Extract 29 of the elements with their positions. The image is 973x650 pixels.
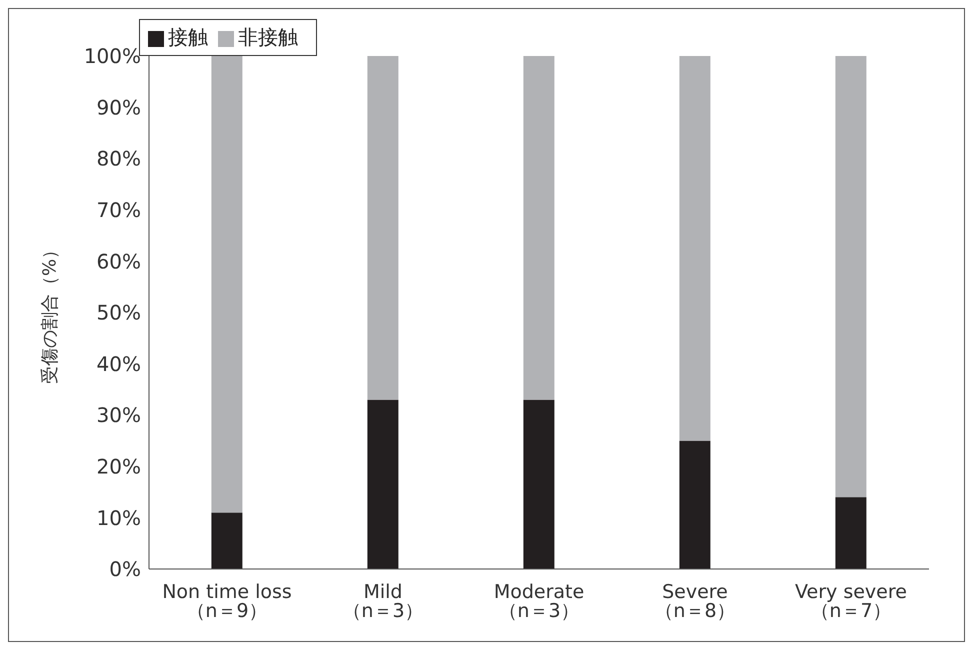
bar	[523, 56, 554, 400]
y-tick-label: 100%	[84, 44, 141, 68]
x-tick-label: Very severe （n＝7）	[795, 581, 907, 622]
legend-label: 非接触	[238, 25, 298, 49]
x-tick-label: Severe （n＝8）	[654, 581, 736, 622]
y-tick-label: 60%	[96, 249, 141, 274]
y-axis-title: 受傷の割合（%）	[39, 240, 60, 384]
y-tick-label: 70%	[96, 198, 141, 222]
bar	[523, 400, 554, 569]
bar	[211, 512, 242, 569]
legend-label: 接触	[168, 25, 208, 49]
bar	[367, 56, 398, 400]
y-tick-label: 90%	[96, 95, 141, 120]
y-tick-label: 20%	[96, 454, 141, 478]
x-tick-label: Non time loss （n＝9）	[162, 581, 292, 622]
y-tick-label: 50%	[96, 300, 141, 325]
y-tick-label: 40%	[96, 352, 141, 376]
y-tick-label: 80%	[96, 146, 141, 171]
y-tick-label: 30%	[96, 403, 141, 428]
y-tick-label: 0%	[109, 557, 141, 582]
bar	[835, 497, 866, 569]
bar	[211, 56, 242, 513]
bar	[679, 440, 710, 569]
bar	[835, 56, 866, 498]
x-tick-label: Moderate （n＝3）	[494, 581, 584, 622]
y-tick-label: 10%	[96, 506, 141, 530]
bar	[367, 400, 398, 569]
bar	[679, 56, 710, 441]
x-tick-label: Mild （n＝3）	[342, 581, 424, 622]
